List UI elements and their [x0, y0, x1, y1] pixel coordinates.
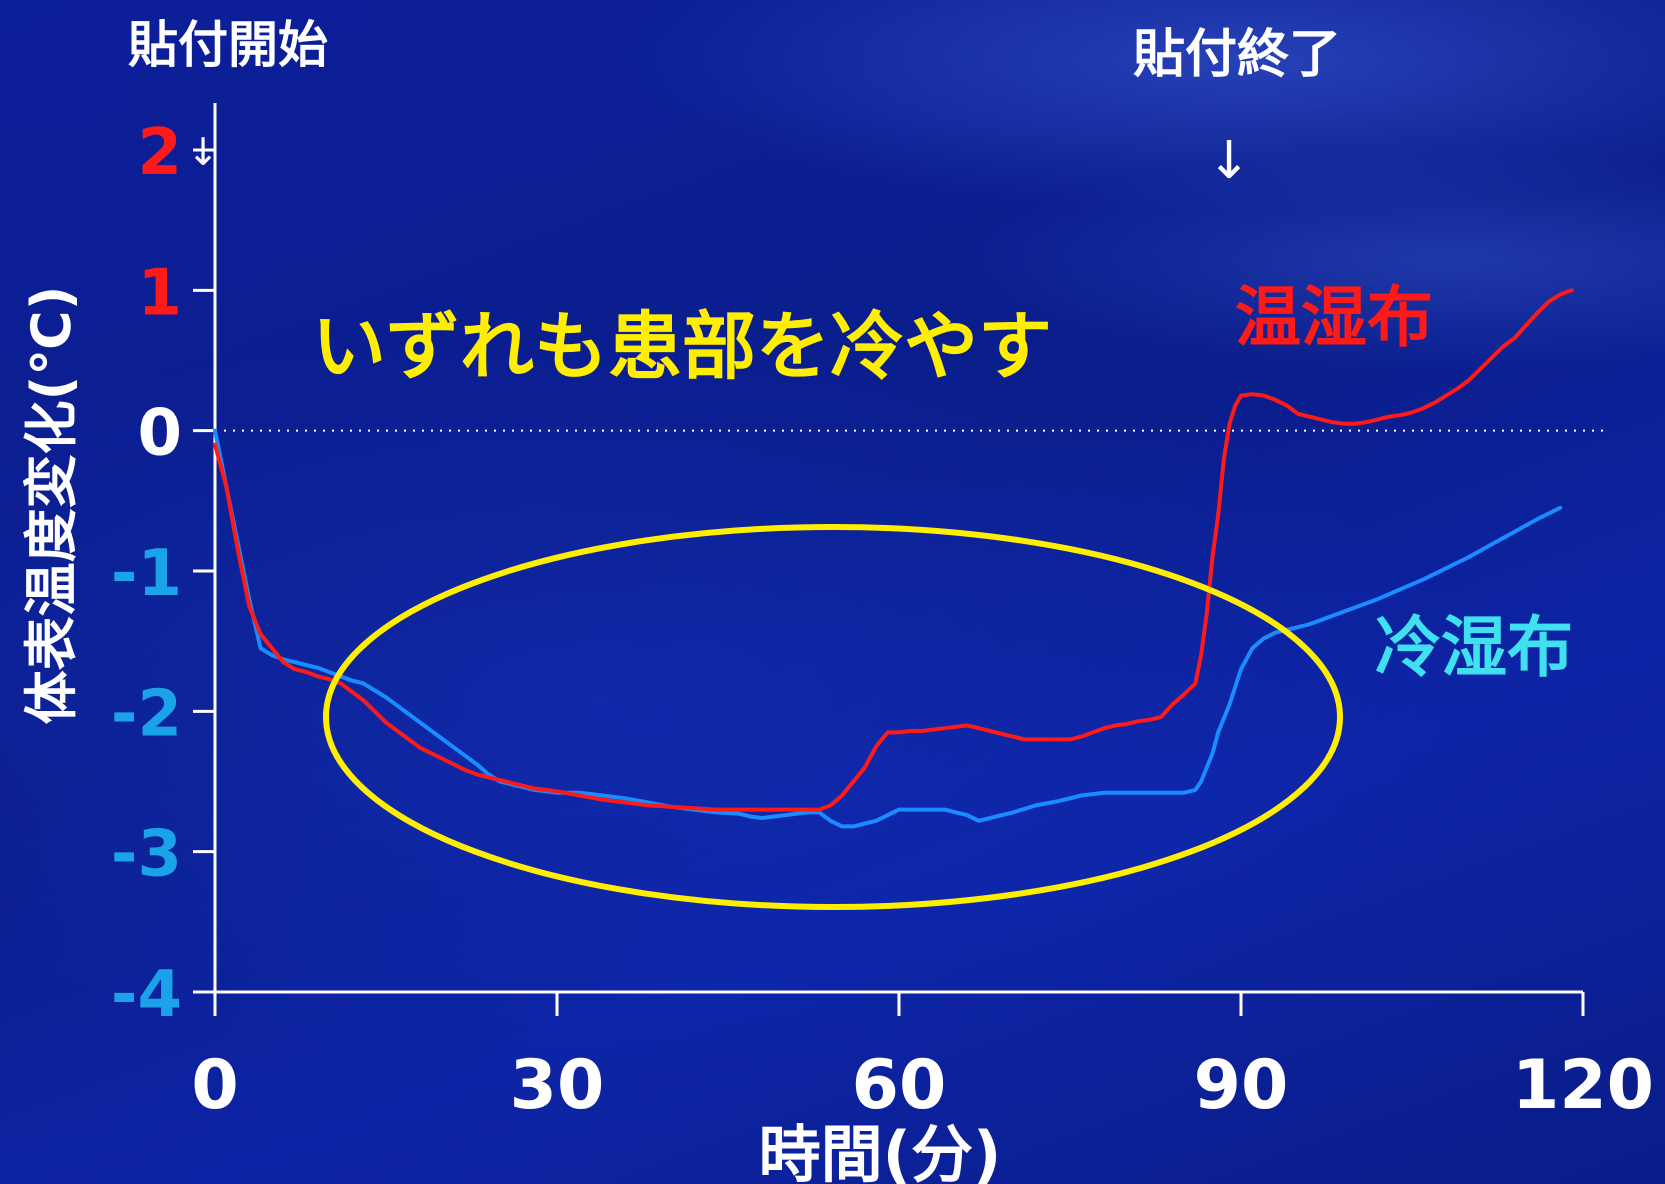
- x-tick-label: 60: [852, 1046, 947, 1125]
- end-annotation: 貼付終了: [1133, 25, 1341, 85]
- highlight-ellipse: [323, 524, 1343, 910]
- axes: [213, 103, 1610, 994]
- series-line-cold: [213, 428, 1563, 829]
- highlight-annotation: いずれも患部を冷やす: [312, 304, 1052, 390]
- y-tick-label: -4: [111, 958, 182, 1032]
- ticks: 210-1-2-3-40 30 60 90 120: [111, 116, 1654, 1125]
- y-axis-title: 体表温度変化(℃): [20, 286, 83, 725]
- series-line-warm: [213, 288, 1574, 812]
- series-label-warm: 温湿布: [1235, 279, 1433, 356]
- y-tick-label: 1: [137, 256, 182, 330]
- y-tick-label: 0: [137, 397, 182, 471]
- x-tick-label: 90: [1194, 1046, 1289, 1125]
- x-tick-label: 0: [191, 1046, 238, 1125]
- series-label-cold: 冷湿布: [1375, 609, 1573, 686]
- x-tick-label: 30: [510, 1046, 605, 1125]
- x-tick-label: 120: [1512, 1046, 1654, 1125]
- x-axis-title: 時間(分): [759, 1118, 1002, 1184]
- y-tick-label: -1: [111, 537, 182, 611]
- y-tick-label: -2: [111, 677, 182, 751]
- start-annotation: 貼付開始: [128, 16, 328, 74]
- y-tick-label: 2: [137, 116, 182, 190]
- series-layer: [213, 288, 1574, 829]
- start-arrow-icon: ↓: [187, 130, 219, 174]
- y-tick-label: -3: [111, 818, 182, 892]
- end-arrow-icon: ↓: [1207, 131, 1251, 191]
